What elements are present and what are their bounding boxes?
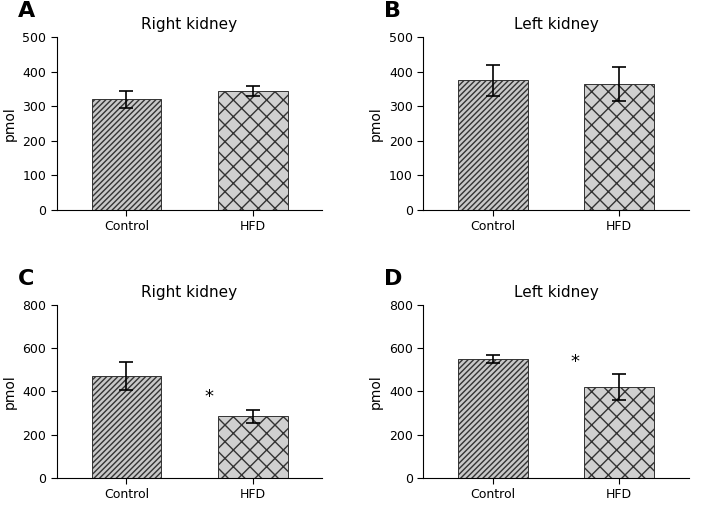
Bar [584, 387, 654, 478]
Y-axis label: pmol: pmol [3, 106, 17, 141]
Text: D: D [384, 269, 403, 289]
Bar [218, 416, 288, 478]
Bar [92, 99, 161, 210]
Title: Right kidney: Right kidney [141, 17, 238, 32]
Bar [458, 80, 528, 210]
Title: Left kidney: Left kidney [513, 17, 599, 32]
Y-axis label: pmol: pmol [369, 106, 383, 141]
Text: C: C [18, 269, 34, 289]
Bar [218, 91, 288, 210]
Y-axis label: pmol: pmol [369, 374, 383, 409]
Bar [458, 359, 528, 478]
Text: *: * [570, 353, 579, 371]
Title: Left kidney: Left kidney [513, 285, 599, 299]
Bar [92, 376, 161, 478]
Text: B: B [384, 1, 401, 21]
Text: A: A [18, 1, 35, 21]
Bar [584, 84, 654, 210]
Y-axis label: pmol: pmol [3, 374, 17, 409]
Title: Right kidney: Right kidney [141, 285, 238, 299]
Text: *: * [204, 388, 213, 406]
